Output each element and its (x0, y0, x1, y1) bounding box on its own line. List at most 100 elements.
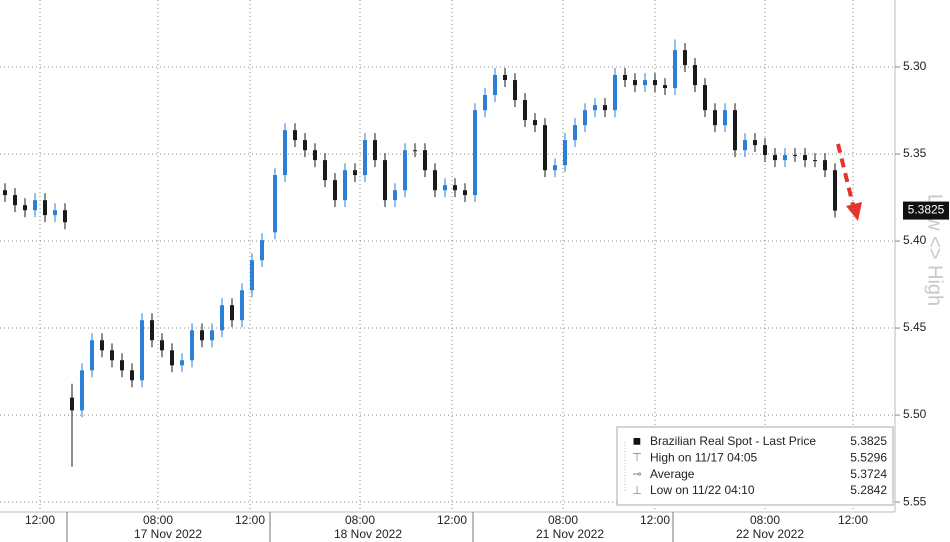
date-label: 21 Nov 2022 (536, 527, 604, 541)
axis-title: Low <> High (924, 194, 946, 306)
y-tick-label: 5.50 (903, 407, 927, 421)
candle-body (823, 160, 827, 171)
candle-body (170, 350, 174, 366)
candle-body (120, 360, 124, 371)
candle-body (483, 95, 487, 111)
candle-body (703, 85, 707, 111)
candle-body (250, 260, 254, 291)
legend-marker: ⊥ (632, 485, 642, 497)
candle-body (753, 140, 757, 146)
candle-body (3, 190, 7, 196)
x-tick-label: 08:00 (143, 513, 173, 527)
x-tick-label: 12:00 (437, 513, 467, 527)
candle-body (493, 75, 497, 96)
candle-body (343, 170, 347, 201)
candle-body (293, 130, 297, 141)
candle-body (793, 155, 797, 157)
candle-body (563, 140, 567, 166)
candle-body (783, 155, 787, 161)
legend-value: 5.2842 (850, 483, 887, 497)
trend-arrow (836, 143, 862, 221)
x-tick-label: 08:00 (750, 513, 780, 527)
last-price-tag (903, 201, 949, 220)
candle-body (693, 65, 697, 86)
candle-body (643, 80, 647, 86)
candle-body (393, 190, 397, 201)
candle-body (473, 110, 477, 196)
candle-body (200, 330, 204, 341)
candle-body (260, 240, 264, 261)
legend-marker: ⊸ (632, 469, 641, 481)
candle-body (803, 155, 807, 161)
candle-body (333, 180, 337, 201)
legend-marker: ⊤ (632, 452, 642, 464)
candles (3, 39, 837, 467)
candle-body (603, 105, 607, 111)
candle-body (70, 397, 74, 411)
candle-body (323, 160, 327, 181)
legend: ■ Brazilian Real Spot - Last Price 5.3825 ⊤… (616, 426, 894, 506)
x-tick-label: 12:00 (838, 513, 868, 527)
candle-body (150, 320, 154, 341)
candle-body (53, 210, 57, 216)
y-tick-label: 5.45 (903, 320, 927, 334)
candle-body (553, 165, 557, 171)
date-label: 17 Nov 2022 (134, 527, 202, 541)
candle-body (190, 330, 194, 361)
candle-body (210, 330, 214, 341)
candle-body (283, 130, 287, 176)
candle-body (413, 150, 417, 152)
candle-body (180, 360, 184, 366)
candle-body (403, 150, 407, 191)
candle-body (230, 305, 234, 321)
candle-body (463, 190, 467, 196)
legend-label: High on 11/17 04:05 (650, 450, 758, 464)
x-tick-label: 12:00 (235, 513, 265, 527)
candle-body (663, 85, 667, 89)
legend-value: 5.3724 (850, 467, 887, 481)
candle-body (813, 160, 817, 162)
legend-value: 5.5296 (850, 450, 887, 464)
candle-body (90, 340, 94, 371)
candle-body (353, 170, 357, 176)
candle-body (573, 125, 577, 141)
candle-body (733, 110, 737, 151)
legend-marker: ■ (633, 433, 641, 449)
date-label: 18 Nov 2022 (334, 527, 402, 541)
legend-label: Average (650, 467, 695, 481)
candle-body (110, 350, 114, 361)
candle-body (503, 75, 507, 81)
candle-body (43, 200, 47, 216)
candle-body (100, 340, 104, 351)
candle-body (613, 75, 617, 111)
candle-body (533, 120, 537, 126)
candle-body (653, 80, 657, 86)
candle-body (713, 110, 717, 126)
candle-body (140, 320, 144, 381)
legend-label: Low on 11/22 04:10 (650, 483, 755, 497)
candle-body (363, 140, 367, 176)
candle-body (543, 125, 547, 171)
candle-body (63, 210, 67, 223)
candle-body (453, 185, 457, 191)
legend-box (616, 426, 894, 506)
candle-body (633, 80, 637, 86)
candle-body (683, 50, 687, 66)
candle-body (583, 110, 587, 126)
y-tick-label: 5.40 (903, 233, 927, 247)
candle-body (743, 140, 747, 151)
y-tick-label: 5.30 (903, 59, 927, 73)
last-price-label: 5.3825 (908, 203, 945, 217)
candle-body (773, 155, 777, 161)
candle-body (673, 50, 677, 89)
candle-body (523, 100, 527, 121)
candle-body (13, 195, 17, 206)
candle-body (623, 75, 627, 81)
candle-body (443, 185, 447, 191)
legend-label: Brazilian Real Spot - Last Price (650, 434, 816, 448)
candle-body (80, 370, 84, 411)
y-tick-label: 5.55 (903, 494, 927, 508)
candle-body (23, 205, 27, 211)
x-tick-label: 12:00 (640, 513, 670, 527)
